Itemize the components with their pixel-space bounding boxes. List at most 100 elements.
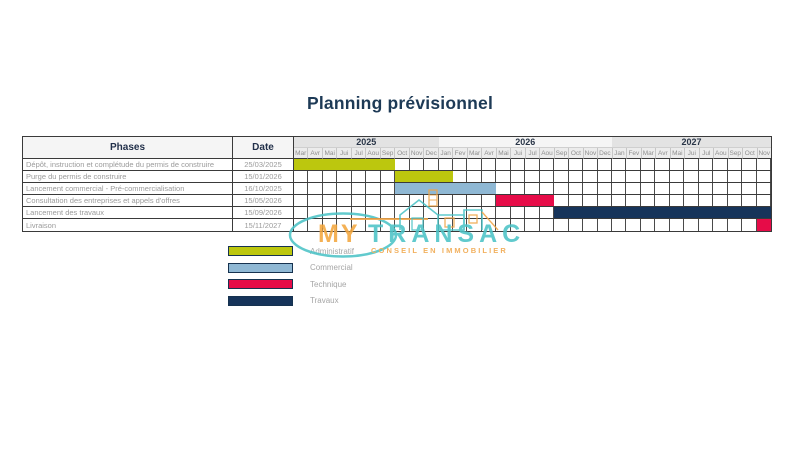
month-header-10: Jan [438,148,454,159]
grid-cell [757,159,771,170]
grid-cell [381,171,396,182]
year-header-2027: 2027 [611,137,771,148]
grid-cell [641,195,656,206]
grid-cell [511,207,526,218]
gantt-chart-area: 2025 2026 2027 Mar Avr Mai Jui Jul Aou Sep Oct Nov… [294,137,771,231]
month-header-18: Sep [554,148,570,159]
grid-cell [439,159,453,170]
grid-cell [294,207,309,218]
month-header-12: Mar [467,148,483,159]
grid-cell [352,195,367,206]
legend-row-3: Travaux [228,295,354,306]
grid-cell [496,171,511,182]
grid-cell [757,195,771,206]
grid-cell [410,195,425,206]
grid-cell [655,195,670,206]
date-header: Date [233,137,294,159]
grid-cell [699,171,714,182]
grid-cell [684,171,699,182]
phase-date-0: 25/03/2025 [233,159,294,171]
grid-cell [467,159,482,170]
legend-label-1: Commercial [310,263,353,272]
month-header-31: Oct [743,148,758,159]
grid-cell [612,171,627,182]
month-header-22: Jan [612,148,628,159]
grid-cell [757,183,771,194]
month-header-3: Jui [337,148,352,159]
grid-cell [742,171,757,182]
grid-cell [655,171,670,182]
grid-cell [598,195,612,206]
grid-cell [482,171,497,182]
grid-cell [713,219,728,231]
gantt-bar-administratif [395,171,453,182]
grid-cell [323,207,338,218]
grid-cell [540,183,555,194]
grid-cell [626,183,641,194]
grid-cell [684,195,699,206]
grid-cell [699,219,714,231]
phase-label-1: Purge du permis de construire [23,171,233,183]
month-header-14: Mai [496,148,512,159]
legend-swatch-commercial [228,262,293,273]
grid-cell [381,207,396,218]
grid-cell [496,183,511,194]
month-header-19: Oct [569,148,584,159]
grid-cell [323,183,338,194]
grid-cell [366,195,381,206]
grid-cell [713,183,728,194]
month-header-8: Nov [409,148,425,159]
grid-cell [424,207,439,218]
month-header-24: Mar [641,148,657,159]
grid-cell [554,171,569,182]
grid-cell [496,219,511,231]
grid-cell [323,195,338,206]
grid-cell [583,219,598,231]
month-header-15: Jui [511,148,526,159]
grid-cell [583,183,598,194]
grid-cell [728,171,743,182]
gantt-row-4 [294,207,771,219]
grid-cell [598,183,612,194]
grid-cell [352,219,367,231]
month-row: Mar Avr Mai Jui Jul Aou Sep Oct Nov Dec Jan Fev Mar A… [294,148,771,159]
grid-cell [410,159,425,170]
month-header-27: Jui [685,148,700,159]
legend-row-0: Administratif [228,246,354,256]
grid-cell [612,159,627,170]
grid-cell [511,183,526,194]
grid-cell [641,219,656,231]
legend-label-2: Technique [310,279,347,289]
month-header-20: Nov [583,148,599,159]
phase-label-3: Consultation des entreprises et appels d… [23,195,233,207]
grid-cell [337,183,352,194]
phases-column: Phases Dépôt, instruction et complétude … [23,137,233,231]
month-header-4: Jul [351,148,367,159]
grid-cell [366,219,381,231]
grid-cell [482,159,497,170]
grid-cell [410,207,425,218]
gantt-row-3 [294,195,771,207]
legend-label-0: Administratif [310,246,355,256]
grid-cell [366,171,381,182]
grid-cell [294,195,309,206]
brand-tagline: CONSEIL EN IMMOBILIER [371,246,508,255]
grid-cell [612,195,627,206]
grid-cell [337,195,352,206]
grid-cell [713,159,728,170]
month-header-16: Jul [525,148,541,159]
grid-cell [467,207,482,218]
grid-cell [742,219,757,231]
gantt-row-0 [294,159,771,171]
grid-cell [439,195,453,206]
month-header-17: Aou [540,148,555,159]
grid-cell [482,219,497,231]
gantt-bar-technique [496,195,555,206]
page-title: Planning prévisionnel [306,93,494,113]
grid-cell [569,195,584,206]
grid-cell [453,219,468,231]
grid-cell [684,219,699,231]
grid-cell [540,207,555,218]
grid-cell [626,171,641,182]
phases-header: Phases [23,137,233,159]
